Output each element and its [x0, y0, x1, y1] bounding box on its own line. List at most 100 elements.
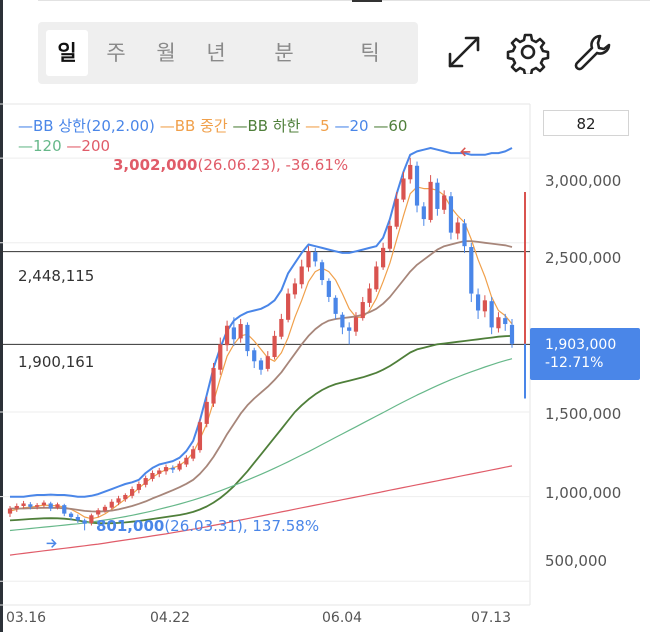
candle-31: [218, 337, 223, 375]
legend-bb-middle[interactable]: —BB 중간: [159, 117, 228, 135]
candle-30: [211, 362, 216, 407]
candle-4: [35, 503, 40, 510]
candle-body-50: [347, 327, 352, 331]
ref-label-lower: 1,900,161: [18, 353, 95, 371]
candle-body-68: [469, 247, 474, 294]
high-annotation: 3,002,000(26.06.23), -36.61%: [113, 156, 348, 174]
candle-63: [435, 178, 440, 216]
candle-55: [381, 242, 386, 270]
candle-body-64: [442, 195, 447, 210]
candle-body-47: [326, 280, 331, 297]
candle-body-48: [333, 297, 338, 314]
candle-body-12: [89, 515, 94, 523]
low-detail: (26.03.31), 137.58%: [164, 517, 320, 535]
candle-44: [306, 246, 311, 272]
candle-33: [231, 317, 236, 347]
series-line-5: [9, 465, 513, 556]
candle-body-9: [68, 513, 74, 517]
current-price-tag: 1,903,000 -12.71%: [530, 328, 640, 380]
candle-body-67: [462, 223, 467, 247]
tab-month[interactable]: 월: [156, 41, 176, 65]
candle-body-42: [292, 283, 298, 295]
tab-minute[interactable]: 분: [274, 41, 294, 65]
candle-27: [191, 445, 196, 462]
candle-59: [408, 157, 413, 184]
candle-26: [184, 455, 189, 468]
candle-15: [109, 499, 114, 510]
candle-body-58: [401, 178, 406, 200]
candle-body-37: [258, 360, 264, 370]
tab-tick[interactable]: 틱: [360, 41, 380, 65]
candle-54: [374, 261, 379, 292]
candle-body-41: [286, 293, 291, 320]
candle-body-32: [224, 325, 230, 346]
candle-body-61: [421, 206, 426, 220]
tab-week[interactable]: 주: [106, 41, 126, 65]
legend-ma60[interactable]: —60: [373, 117, 408, 135]
current-price: 1,903,000: [545, 337, 617, 353]
candle-14: [102, 504, 108, 513]
legend-ma20[interactable]: —20: [334, 117, 369, 135]
candle-12: [89, 513, 94, 526]
candle-body-49: [340, 314, 345, 328]
candle-19: [136, 481, 141, 494]
tab-year[interactable]: 년: [206, 41, 226, 65]
tab-day[interactable]: 일: [46, 30, 88, 76]
candle-body-43: [299, 266, 304, 285]
period-tabs: 일 주 월 년 분 틱: [38, 22, 418, 84]
candle-5: [41, 500, 47, 508]
y-tick-1000000: 1,000,000: [545, 484, 622, 502]
candle-body-13: [96, 510, 101, 515]
candle-body-56: [387, 225, 392, 249]
candle-count-box[interactable]: 82: [543, 110, 629, 136]
candle-body-45: [313, 252, 318, 262]
y-tick-2500000: 2,500,000: [545, 249, 622, 267]
legend-ma5[interactable]: —5: [305, 117, 330, 135]
candle-body-65: [448, 196, 454, 233]
candle-10: [75, 514, 80, 523]
legend-ma120[interactable]: —120: [18, 137, 62, 155]
candle-body-57: [394, 198, 399, 227]
candle-body-5: [41, 502, 47, 506]
candle-25: [177, 461, 182, 472]
candle-body-40: [279, 318, 284, 337]
series-line-3: [9, 335, 513, 525]
candle-20: [143, 475, 148, 488]
legend-bb-lower[interactable]: —BB 하한: [232, 117, 301, 135]
candle-51: [353, 312, 359, 336]
low-annotation: 801,000(26.03.31), 137.58%: [96, 517, 319, 535]
candle-body-39: [272, 335, 277, 358]
candle-body-72: [496, 317, 501, 329]
candle-50: [347, 322, 352, 345]
low-value: 801,000: [96, 517, 165, 535]
candle-32: [224, 320, 230, 352]
candle-47: [326, 278, 331, 303]
candle-body-59: [408, 164, 413, 180]
top-scroll-indicator: [352, 0, 382, 2]
legend-row-1: —BB 상한(20,2.00) —BB 중간 —BB 하한 —5 —20 —60: [18, 115, 407, 136]
candle-57: [394, 192, 399, 230]
legend-ma200[interactable]: —200: [66, 137, 111, 155]
legend-bb-upper[interactable]: —BB 상한(20,2.00): [18, 117, 155, 135]
candle-body-30: [211, 368, 216, 404]
candle-35: [245, 322, 250, 357]
candle-body-0: [7, 508, 13, 514]
candle-41: [286, 288, 291, 323]
candle-56: [387, 220, 392, 252]
candle-body-4: [35, 505, 40, 507]
candle-28: [197, 418, 203, 453]
expand-arrows-icon[interactable]: [442, 30, 486, 74]
current-change: -12.71%: [545, 355, 604, 371]
candle-13: [96, 508, 101, 517]
candle-24: [170, 465, 175, 473]
gear-icon[interactable]: [506, 30, 550, 74]
candle-36: [252, 347, 257, 369]
candle-body-69: [475, 294, 481, 311]
candle-body-11: [82, 520, 87, 524]
candle-3: [28, 502, 33, 510]
wrench-icon[interactable]: [570, 30, 614, 74]
candle-body-29: [204, 401, 209, 424]
candle-body-34: [238, 324, 243, 339]
y-tick-500000: 500,000: [545, 552, 608, 570]
